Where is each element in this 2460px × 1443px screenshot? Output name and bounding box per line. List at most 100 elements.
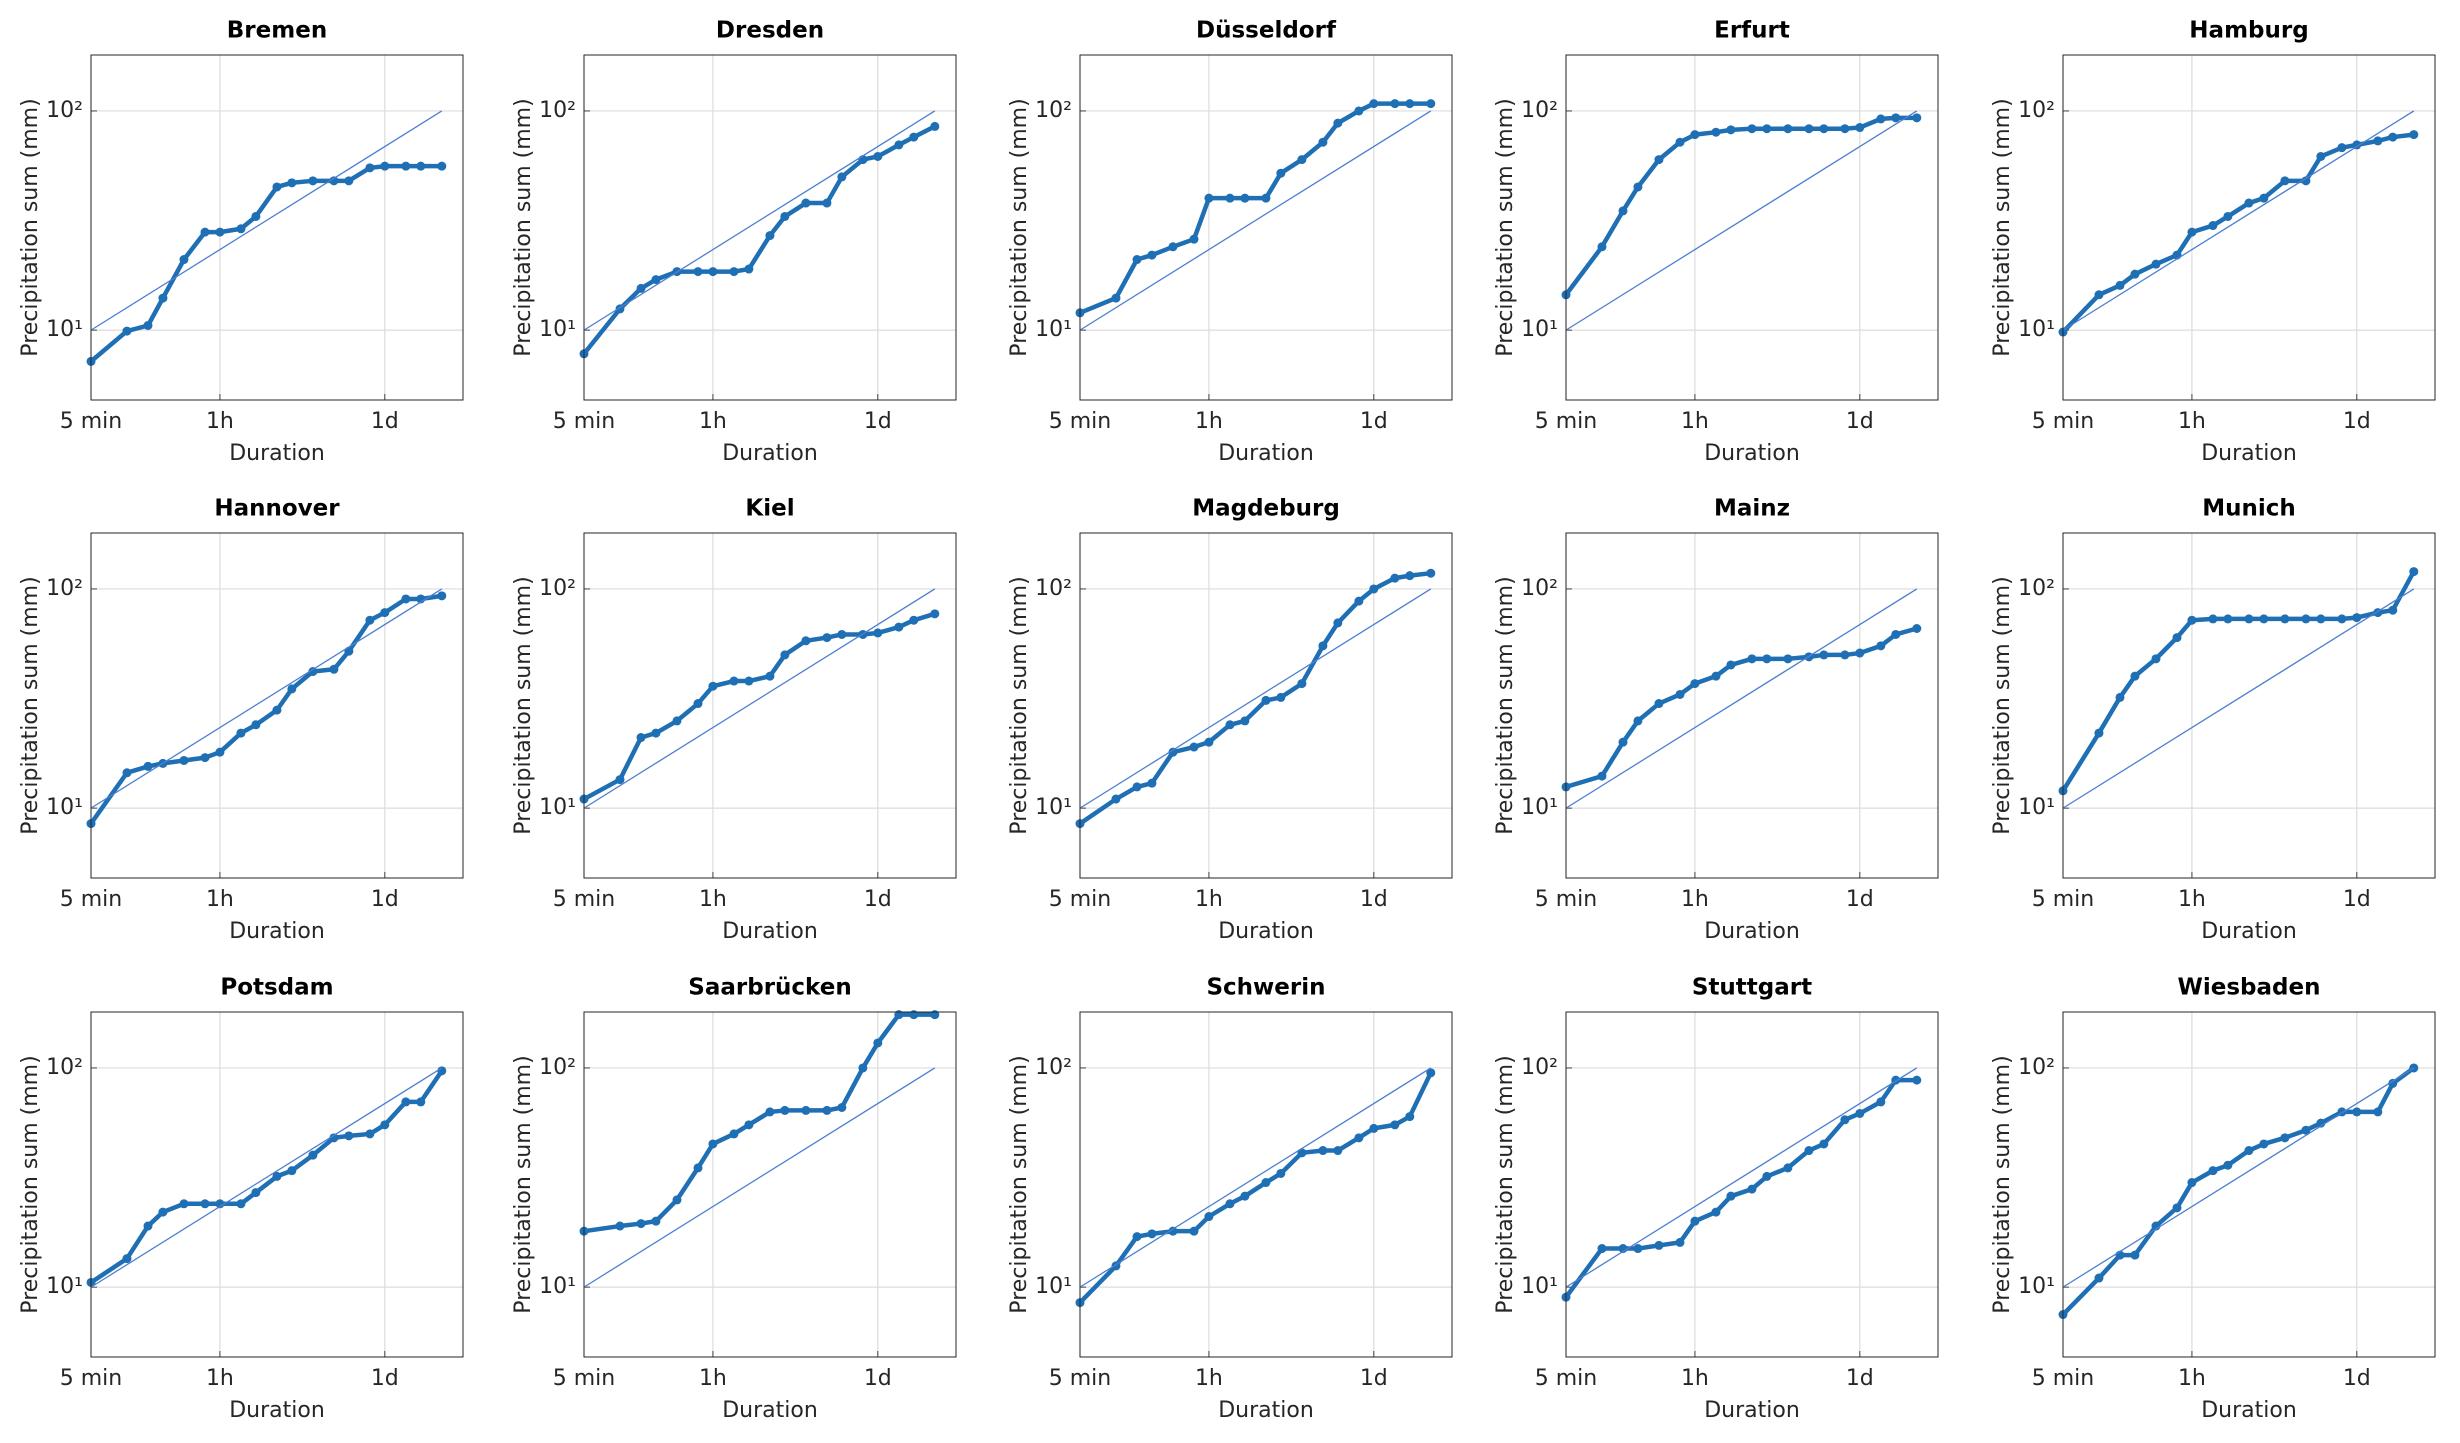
data-point xyxy=(2388,1078,2398,1088)
data-point xyxy=(744,1120,754,1130)
y-axis-label: Precipitation sum (mm) xyxy=(18,1055,43,1313)
data-point xyxy=(1819,650,1829,660)
y-tick-label: 10¹ xyxy=(1521,795,1558,820)
data-point xyxy=(1189,234,1199,244)
data-point xyxy=(1111,293,1121,303)
axes-box xyxy=(583,54,957,401)
x-axis-label: Duration xyxy=(2201,441,2297,466)
plot-area xyxy=(584,1012,956,1357)
data-point xyxy=(1690,679,1700,689)
data-point xyxy=(1297,1148,1307,1158)
x-tick-label: 1d xyxy=(371,1366,399,1391)
data-point xyxy=(272,705,282,715)
chart-title: Düsseldorf xyxy=(1196,18,1337,44)
chart-title: Hamburg xyxy=(2189,18,2308,44)
data-point xyxy=(329,664,339,674)
x-axis-label: Duration xyxy=(722,1398,818,1423)
data-point xyxy=(1333,618,1343,628)
data-point xyxy=(1426,99,1436,109)
data-point xyxy=(801,636,811,646)
x-tick-label: 1d xyxy=(1846,887,1874,912)
data-point xyxy=(2316,151,2326,161)
y-axis-label: Precipitation sum (mm) xyxy=(1007,98,1032,356)
y-tick-label: 10¹ xyxy=(539,1274,576,1299)
data-point xyxy=(1855,123,1865,133)
subplot: 5 min 1h 1d 10¹ 10² Bremen Duration Precipitati… xyxy=(18,18,464,466)
data-point xyxy=(1111,794,1121,804)
data-point xyxy=(1804,124,1814,134)
data-point xyxy=(215,1199,225,1209)
x-axis-label: Duration xyxy=(722,441,818,466)
data-point xyxy=(1840,650,1850,660)
y-tick-label: 10² xyxy=(539,1055,576,1080)
plot-area xyxy=(2063,533,2435,878)
data-point xyxy=(1762,654,1772,664)
x-axis-label: Duration xyxy=(1218,1398,1314,1423)
data-point xyxy=(200,227,210,237)
y-tick-label: 10¹ xyxy=(1521,317,1558,342)
plot-area xyxy=(91,1012,463,1357)
data-point xyxy=(1711,1207,1721,1217)
data-point xyxy=(1891,113,1901,123)
y-tick-label: 10¹ xyxy=(2018,795,2055,820)
subplot: 5 min 1h 1d 10¹ 10² Mainz Duration Precipitatio… xyxy=(1493,496,1939,944)
data-point xyxy=(1318,137,1328,147)
y-axis-label: Precipitation sum (mm) xyxy=(18,98,43,356)
x-tick-label: 1d xyxy=(2343,1366,2371,1391)
data-point xyxy=(1276,168,1286,178)
data-point xyxy=(179,755,189,765)
data-point xyxy=(2094,290,2104,300)
data-point xyxy=(1132,255,1142,265)
x-axis-label: Duration xyxy=(229,441,325,466)
x-tick-label: 1h xyxy=(1195,409,1223,434)
x-tick-label: 5 min xyxy=(1049,409,1111,434)
chart-title: Munich xyxy=(2202,496,2296,522)
data-point xyxy=(1597,1244,1607,1254)
y-tick-label: 10¹ xyxy=(46,1274,83,1299)
y-axis-label: Precipitation sum (mm) xyxy=(511,98,536,356)
data-point xyxy=(2352,613,2362,623)
subplot: 5 min 1h 1d 10¹ 10² Hamburg Duration Precipitat… xyxy=(1990,18,2436,466)
data-point xyxy=(651,275,661,285)
data-point xyxy=(2208,221,2218,231)
data-point xyxy=(1618,737,1628,747)
data-point xyxy=(344,646,354,656)
x-tick-label: 5 min xyxy=(60,409,122,434)
data-point xyxy=(1240,193,1250,203)
data-point xyxy=(2223,1160,2233,1170)
y-axis-label: Precipitation sum (mm) xyxy=(1493,1055,1518,1313)
axes-box xyxy=(1079,1011,1453,1358)
data-point xyxy=(1747,1184,1757,1194)
y-tick-label: 10² xyxy=(2018,98,2055,123)
data-point xyxy=(1261,193,1271,203)
data-point xyxy=(1675,137,1685,147)
data-point xyxy=(1354,596,1364,606)
chart-title: Erfurt xyxy=(1714,18,1790,44)
subplot: 5 min 1h 1d 10¹ 10² Kiel Duration Precipitation… xyxy=(511,496,957,944)
data-point xyxy=(801,198,811,208)
y-axis-label: Precipitation sum (mm) xyxy=(1007,1055,1032,1313)
x-tick-label: 1h xyxy=(1681,409,1709,434)
data-point xyxy=(2223,211,2233,221)
x-tick-label: 1d xyxy=(1360,409,1388,434)
chart-title: Saarbrücken xyxy=(688,975,851,1001)
chart-title: Stuttgart xyxy=(1692,975,1812,1001)
data-point xyxy=(765,671,775,681)
chart-title: Dresden xyxy=(716,18,824,44)
data-point xyxy=(636,283,646,293)
y-axis-label: Precipitation sum (mm) xyxy=(1990,98,2015,356)
y-tick-label: 10¹ xyxy=(2018,317,2055,342)
data-point xyxy=(1276,1168,1286,1178)
axes-box xyxy=(1565,1011,1939,1358)
subplot: 5 min 1h 1d 10¹ 10² Düsseldorf Duration Precipi… xyxy=(1007,18,1453,466)
data-point xyxy=(2094,1273,2104,1283)
subplot: 5 min 1h 1d 10¹ 10² Potsdam Duration Precipitat… xyxy=(18,975,464,1423)
subplot: 5 min 1h 1d 10¹ 10² Dresden Duration Precipitat… xyxy=(511,18,957,466)
x-tick-label: 5 min xyxy=(60,1366,122,1391)
data-point xyxy=(2259,1139,2269,1149)
data-point xyxy=(801,1105,811,1115)
plot-area xyxy=(1566,55,1938,400)
data-point xyxy=(1654,699,1664,709)
data-point xyxy=(873,1038,883,1048)
data-point xyxy=(1147,1229,1157,1239)
